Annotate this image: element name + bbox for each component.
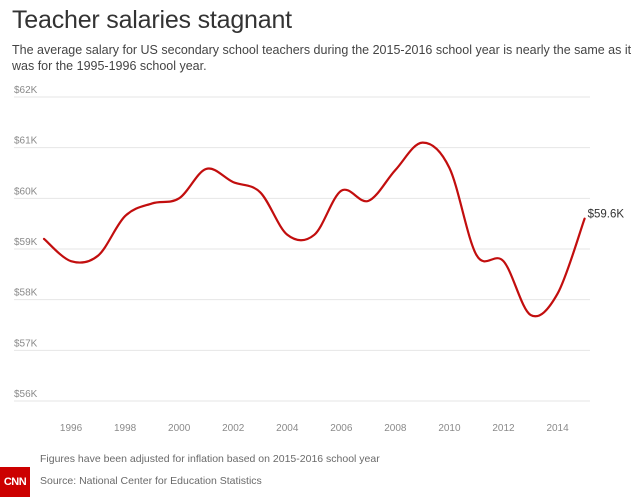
annotations: $59.6K	[588, 209, 625, 221]
series-line	[42, 141, 586, 318]
x-axis-ticks: 1996 1998 2000 2002 2004 2006 2008 2010 2012 2014	[60, 423, 569, 434]
y-tick-label: $56K	[14, 389, 38, 400]
x-tick-label: 1998	[114, 423, 137, 434]
source-note: Source: National Center for Education St…	[40, 475, 262, 487]
x-tick-label: 2002	[222, 423, 245, 434]
y-axis-ticks: $56K $57K $58K $59K $60K $61K $62K	[14, 85, 38, 400]
y-tick-label: $57K	[14, 338, 38, 349]
y-tick-label: $60K	[14, 186, 38, 197]
chart-title: Teacher salaries stagnant	[12, 6, 292, 34]
x-tick-label: 2010	[438, 423, 461, 434]
x-tick-label: 1996	[60, 423, 83, 434]
y-tick-label: $62K	[14, 85, 38, 96]
x-tick-label: 2006	[330, 423, 353, 434]
x-tick-label: 2014	[546, 423, 569, 434]
chart-subtitle: The average salary for US secondary scho…	[12, 43, 632, 73]
x-tick-label: 2004	[276, 423, 299, 434]
inflation-note: Figures have been adjusted for inflation…	[40, 453, 380, 465]
y-tick-label: $61K	[14, 136, 38, 147]
y-tick-label: $59K	[14, 237, 38, 248]
x-tick-label: 2000	[168, 423, 191, 434]
y-tick-label: $58K	[14, 288, 38, 299]
grid-lines	[14, 96, 590, 402]
x-tick-label: 2008	[384, 423, 407, 434]
x-tick-label: 2012	[492, 423, 515, 434]
end-value-label: $59.6K	[588, 209, 625, 221]
cnn-logo: CNN	[0, 467, 30, 497]
